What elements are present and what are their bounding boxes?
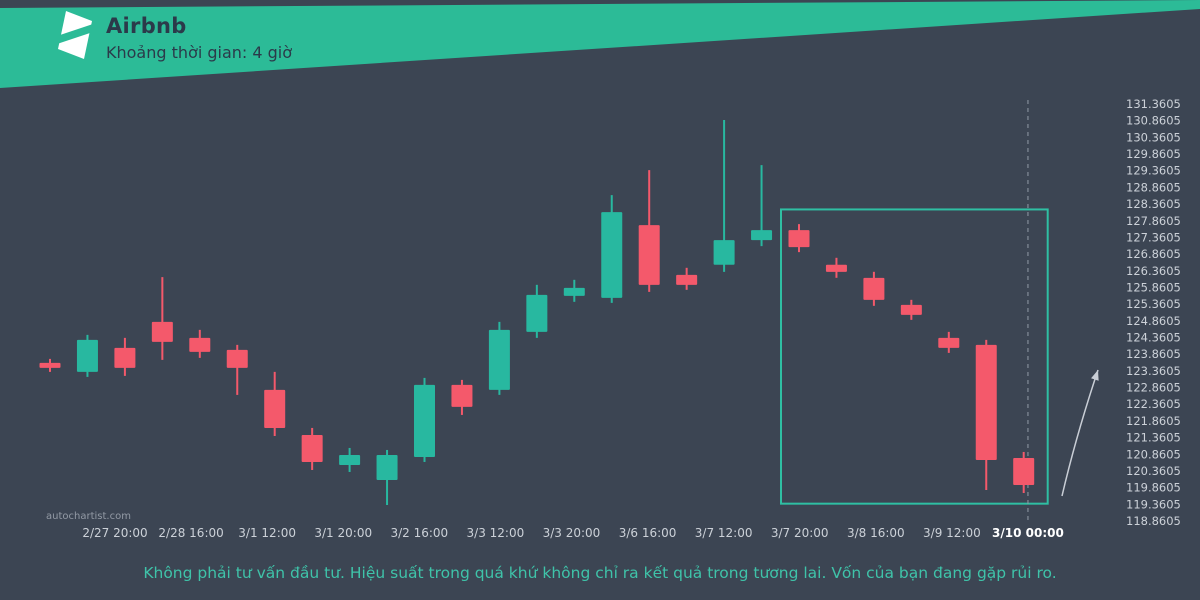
candle-body bbox=[151, 321, 173, 342]
candle-body bbox=[751, 230, 773, 241]
y-axis-label: 121.8605 bbox=[1126, 414, 1181, 428]
y-axis-label: 120.3605 bbox=[1126, 464, 1181, 478]
x-axis-label: 3/1 20:00 bbox=[314, 526, 372, 540]
header-titles: Airbnb Khoảng thời gian: 4 giờ bbox=[106, 14, 292, 62]
disclaimer-text: Không phải tư vấn đầu tư. Hiệu suất tron… bbox=[143, 564, 1057, 582]
y-axis-label: 130.8605 bbox=[1126, 114, 1181, 128]
x-axis-label: 3/1 12:00 bbox=[238, 526, 296, 540]
timeframe-label: Khoảng thời gian: 4 giờ bbox=[106, 43, 293, 62]
instrument-title: Airbnb bbox=[106, 14, 187, 38]
y-axis-label: 122.3605 bbox=[1126, 397, 1181, 411]
x-axis-label: 3/6 16:00 bbox=[619, 526, 677, 540]
candle-body bbox=[713, 240, 735, 265]
y-axis-label: 129.3605 bbox=[1126, 164, 1181, 178]
candle-body bbox=[863, 277, 885, 300]
candle-body bbox=[189, 337, 211, 352]
candle-body bbox=[825, 264, 847, 272]
y-axis-label: 125.3605 bbox=[1126, 297, 1181, 311]
y-axis-label: 128.8605 bbox=[1126, 180, 1181, 194]
y-axis-label: 127.3605 bbox=[1126, 230, 1181, 244]
pattern-highlight-box bbox=[780, 208, 1049, 505]
x-axis-label: 2/28 16:00 bbox=[158, 526, 223, 540]
y-axis-label: 123.8605 bbox=[1126, 347, 1181, 361]
y-axis-label: 118.8605 bbox=[1126, 514, 1181, 528]
y-axis-label: 124.8605 bbox=[1126, 314, 1181, 328]
y-axis-label: 120.8605 bbox=[1126, 447, 1181, 461]
y-axis-label: 122.8605 bbox=[1126, 381, 1181, 395]
candle-body bbox=[114, 347, 136, 368]
y-axis-label: 126.3605 bbox=[1126, 264, 1181, 278]
y-axis-label: 129.8605 bbox=[1126, 147, 1181, 161]
candle-body bbox=[526, 294, 548, 332]
y-axis-label: 131.3605 bbox=[1126, 97, 1181, 111]
candle-body bbox=[226, 349, 248, 368]
x-axis-label: 3/3 12:00 bbox=[467, 526, 525, 540]
y-axis-label: 124.3605 bbox=[1126, 331, 1181, 345]
y-axis-label: 119.8605 bbox=[1126, 481, 1181, 495]
candle-body bbox=[601, 212, 623, 298]
y-axis-label: 119.3605 bbox=[1126, 497, 1181, 511]
candle-body bbox=[975, 344, 997, 460]
candle-body bbox=[451, 384, 473, 407]
candle-body bbox=[301, 434, 323, 462]
candle-body bbox=[414, 384, 435, 457]
watermark-text: autochartist.com bbox=[46, 511, 131, 522]
candle-body bbox=[488, 329, 510, 390]
y-axis-label: 125.8605 bbox=[1126, 280, 1181, 294]
candle-body bbox=[638, 225, 660, 285]
candle-body bbox=[788, 230, 810, 248]
x-axis-label: 3/2 16:00 bbox=[390, 526, 448, 540]
candle-body bbox=[563, 287, 585, 296]
x-axis-label: 3/10 00:00 bbox=[992, 526, 1064, 540]
x-axis-label: 3/7 20:00 bbox=[771, 526, 829, 540]
y-axis-label: 121.3605 bbox=[1126, 431, 1181, 445]
candle-body bbox=[39, 362, 61, 368]
x-axis-label: 3/9 12:00 bbox=[923, 526, 981, 540]
y-axis-label: 127.8605 bbox=[1126, 214, 1181, 228]
candle-body bbox=[339, 454, 361, 465]
x-axis-label: 3/3 20:00 bbox=[543, 526, 601, 540]
candle-body bbox=[676, 274, 698, 285]
candle-body bbox=[938, 337, 960, 348]
candle-body bbox=[264, 389, 286, 428]
header-banner bbox=[0, 0, 1200, 88]
forecast-arrow-head bbox=[1091, 370, 1099, 381]
y-axis-label: 123.3605 bbox=[1126, 364, 1181, 378]
autochartist-logo-icon bbox=[54, 10, 96, 60]
y-axis-label: 128.3605 bbox=[1126, 197, 1181, 211]
candle-body bbox=[900, 304, 922, 315]
forecast-arrow bbox=[1061, 369, 1099, 497]
candle-body bbox=[376, 454, 398, 480]
y-axis-label: 126.8605 bbox=[1126, 247, 1181, 261]
x-axis-label: 3/7 12:00 bbox=[695, 526, 753, 540]
x-axis-label: 3/8 16:00 bbox=[847, 526, 905, 540]
candle-body bbox=[1013, 457, 1035, 485]
candle-body bbox=[76, 339, 98, 372]
y-axis-label: 130.3605 bbox=[1126, 130, 1181, 144]
x-axis-label: 2/27 20:00 bbox=[82, 526, 147, 540]
